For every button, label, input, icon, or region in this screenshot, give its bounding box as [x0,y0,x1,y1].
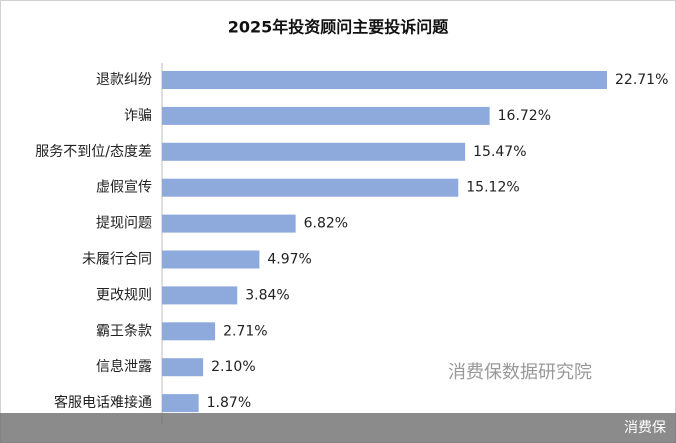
bar [162,178,459,197]
chart-title: 2025年投资顾问主要投诉问题 [228,18,450,37]
bar [162,394,199,413]
value-label: 2.71% [223,323,267,339]
bar [162,71,607,89]
category-label: 霸王条款 [96,322,152,339]
category-label: 客服电话难接通 [54,394,152,411]
category-label: 虚假宣传 [96,180,152,196]
category-label: 提现问题 [96,216,152,232]
bar [162,250,260,269]
bars: 退款纠纷 22.71% 诈骗 16.72% 服务不到位/态度差 15.47% 虚假宣传 15.… [35,71,668,413]
value-label: 15.12% [466,180,519,196]
category-label: 信息泄露 [96,358,152,375]
category-label: 退款纠纷 [96,72,152,88]
bar [162,358,204,377]
value-label: 1.87% [207,395,251,411]
category-label: 服务不到位/态度差 [35,144,152,160]
bar [162,286,238,305]
bar [162,142,466,161]
value-label: 3.84% [245,287,289,303]
value-label: 2.10% [211,359,255,375]
value-label: 15.47% [473,144,526,160]
value-label: 22.71% [615,72,668,88]
footer-strip [0,413,676,443]
bar [162,322,216,341]
value-label: 16.72% [498,108,551,124]
value-label: 6.82% [304,216,348,232]
watermark: 消费保数据研究院 [448,362,592,383]
category-label: 诈骗 [124,108,152,124]
bar [162,106,490,125]
category-label: 未履行合同 [82,252,152,268]
footer-brand: 消费保 [624,420,666,436]
category-label: 更改规则 [96,287,152,303]
value-label: 4.97% [267,252,311,268]
bar [162,214,296,233]
